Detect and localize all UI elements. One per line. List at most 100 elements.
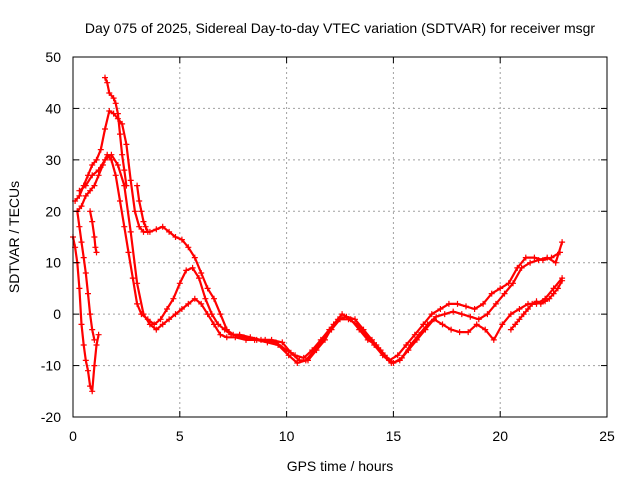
data-point	[221, 326, 228, 333]
data-point	[112, 172, 119, 179]
data-point	[537, 300, 544, 307]
series-track-g	[87, 208, 100, 256]
x-tick-label: 15	[386, 428, 402, 444]
data-point	[559, 239, 566, 246]
data-point	[473, 321, 480, 328]
data-point	[170, 295, 177, 302]
data-point	[546, 295, 553, 302]
data-point	[89, 218, 96, 225]
series-line	[103, 76, 128, 187]
data-point	[95, 331, 102, 338]
data-point	[185, 244, 192, 251]
data-point	[136, 223, 143, 230]
data-point	[454, 300, 461, 307]
series-track-h	[134, 182, 151, 235]
data-point	[345, 316, 352, 323]
data-point	[172, 234, 179, 240]
tick-layer: 0 5 10 15 20 25 -20 -10 0 10 20 30 40 50	[41, 49, 615, 444]
data-point	[488, 290, 495, 297]
data-point	[191, 295, 198, 302]
y-tick-label: 30	[45, 152, 61, 168]
series-track-c	[76, 151, 566, 366]
data-point	[525, 306, 531, 312]
data-point	[422, 326, 429, 333]
data-point	[80, 342, 87, 348]
data-point	[544, 254, 551, 261]
data-point	[527, 259, 534, 266]
data-point	[394, 352, 401, 359]
data-point	[198, 270, 205, 276]
data-point	[492, 300, 499, 307]
data-point	[268, 336, 275, 343]
data-point	[465, 329, 472, 336]
data-point	[91, 234, 98, 240]
data-point	[82, 192, 89, 199]
data-point	[501, 290, 508, 297]
data-point	[142, 223, 149, 230]
data-point	[388, 360, 395, 366]
data-point	[89, 162, 96, 168]
data-point	[166, 228, 173, 235]
data-point	[127, 228, 134, 235]
data-point	[146, 321, 153, 328]
data-point	[520, 311, 527, 318]
data-point	[144, 228, 151, 235]
data-point	[531, 254, 538, 261]
y-tick-label: -20	[41, 409, 61, 425]
data-point	[535, 257, 542, 264]
data-point	[264, 339, 271, 346]
data-point	[178, 306, 185, 312]
data-point	[89, 388, 96, 395]
data-point	[166, 316, 173, 323]
y-tick-label: -10	[41, 358, 61, 374]
data-point	[475, 316, 482, 323]
data-point	[463, 303, 469, 310]
data-point	[223, 334, 230, 341]
data-point	[153, 326, 160, 333]
data-point	[129, 275, 136, 282]
data-point	[554, 285, 561, 292]
data-point	[172, 311, 179, 318]
data-point	[121, 167, 128, 174]
grid-layer	[73, 57, 607, 417]
data-point	[497, 285, 504, 292]
data-point	[76, 187, 83, 194]
data-point	[559, 277, 566, 284]
y-tick-label: 50	[45, 49, 61, 65]
data-point	[104, 79, 111, 86]
data-point	[202, 295, 209, 302]
x-tick-label: 0	[69, 428, 77, 444]
y-tick-label: 20	[45, 203, 61, 219]
y-tick-label: 0	[53, 306, 61, 322]
data-point	[253, 336, 260, 343]
data-point	[204, 311, 211, 318]
data-point	[153, 226, 160, 233]
data-point	[542, 298, 549, 305]
data-point	[294, 360, 301, 366]
data-point	[311, 347, 318, 354]
data-point	[354, 321, 361, 328]
data-point	[114, 162, 121, 168]
data-point	[138, 208, 145, 215]
data-point	[339, 311, 346, 318]
data-point	[85, 367, 91, 374]
data-point	[82, 182, 89, 189]
data-point	[516, 306, 523, 312]
data-point	[217, 331, 224, 338]
data-point	[136, 198, 143, 204]
data-point	[87, 208, 94, 215]
data-point	[80, 254, 87, 261]
data-point	[112, 100, 119, 107]
plot-frame	[72, 56, 608, 418]
data-point	[102, 156, 108, 163]
data-point	[123, 182, 130, 189]
data-point	[211, 321, 217, 328]
data-point	[189, 264, 196, 271]
data-point	[91, 336, 98, 343]
data-point	[507, 326, 514, 333]
data-point	[204, 285, 211, 292]
data-point	[119, 151, 126, 158]
data-point	[405, 347, 412, 354]
data-point	[428, 311, 435, 318]
data-point	[140, 311, 147, 318]
